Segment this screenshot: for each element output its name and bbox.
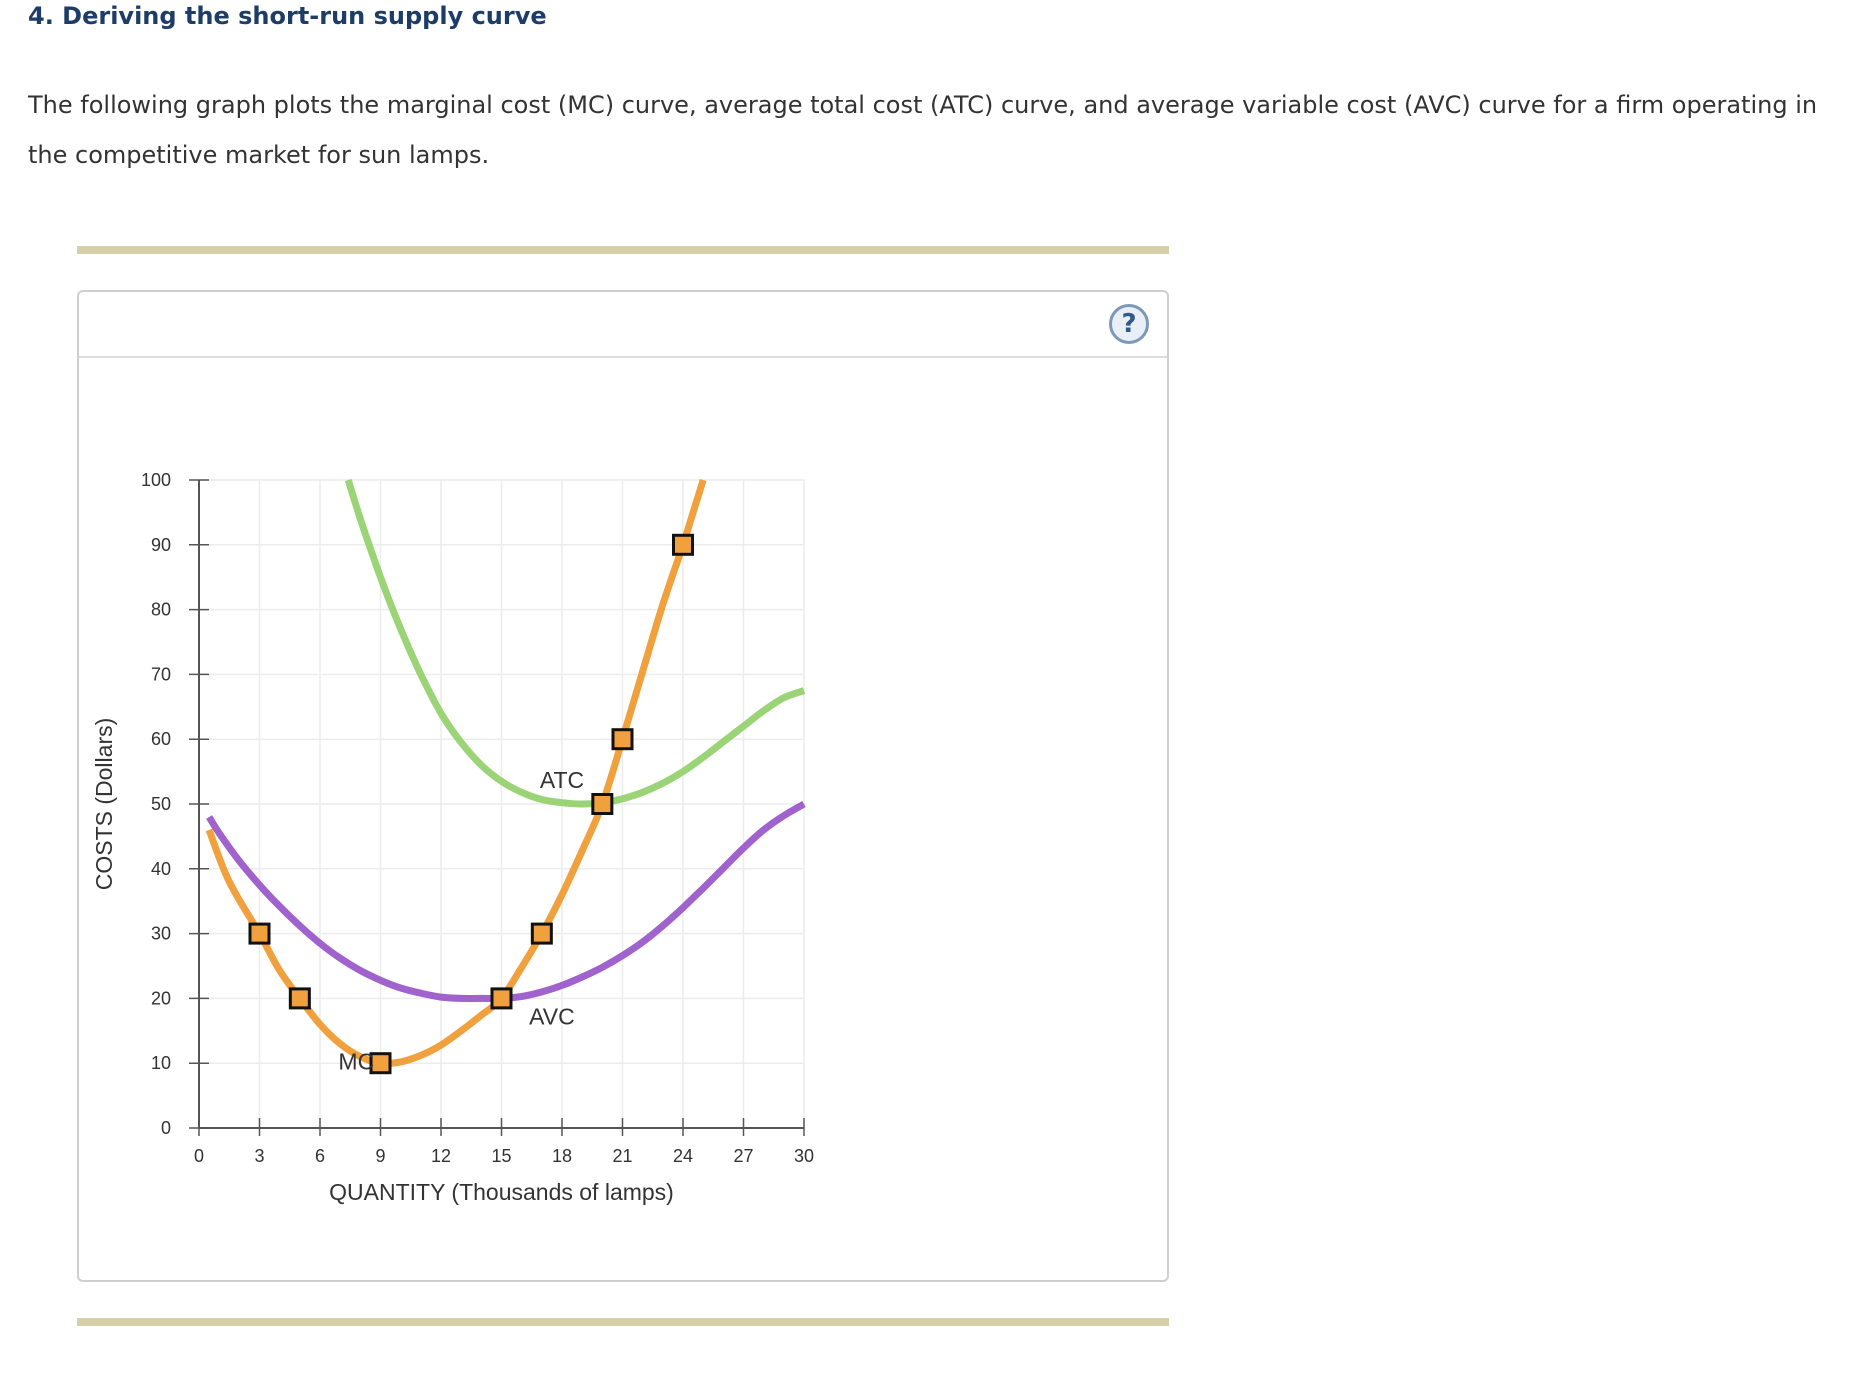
x-tick-label: 30: [794, 1146, 814, 1166]
x-tick-label: 27: [733, 1146, 753, 1166]
y-tick-label: 0: [161, 1118, 171, 1138]
chart-axes: 0 10 20 30 40 50 60 70 80 90 100 0 3 6 9 12 15 18 21 24 27 30…: [91, 470, 814, 1205]
y-tick-label: 10: [151, 1053, 171, 1073]
x-tick-label: 3: [254, 1146, 264, 1166]
y-tick-label: 90: [151, 535, 171, 555]
x-tick-label: 0: [194, 1146, 204, 1166]
mc-point-marker: [672, 533, 694, 556]
mc-curve: [205, 478, 707, 1068]
mc-point-marker: [248, 922, 271, 945]
x-tick-label: 15: [491, 1146, 511, 1166]
atc-label: ATC: [540, 767, 584, 793]
mc-point-marker: [288, 987, 311, 1010]
help-icon[interactable]: ?: [1109, 304, 1149, 344]
bottom-divider: [77, 1318, 1169, 1326]
question-heading: 4. Deriving the short-run supply curve: [28, 2, 547, 30]
chart-markers: [248, 533, 694, 1075]
y-tick-label: 80: [151, 600, 171, 620]
x-tick-label: 6: [315, 1146, 325, 1166]
mc-point-marker: [490, 987, 513, 1010]
y-axis-title: COSTS (Dollars): [91, 718, 117, 891]
x-tick-label: 24: [673, 1146, 693, 1166]
mc-point-marker: [530, 922, 553, 945]
y-tick-label: 50: [151, 794, 171, 814]
graph-panel: ? 0 10 20 30 40 50 60 70 80 90 100 0 3 6 9 12 15 18 21 24 27…: [77, 290, 1169, 1282]
top-divider: [77, 246, 1169, 254]
y-tick-label: 30: [151, 924, 171, 944]
avc-label: AVC: [529, 1003, 575, 1029]
mc-label: MC: [338, 1049, 374, 1075]
chart-curves: [205, 478, 806, 1068]
x-tick-label: 9: [375, 1146, 385, 1166]
atc-curve: [344, 478, 806, 808]
y-tick-label: 100: [141, 470, 171, 490]
chart-grid: [199, 479, 805, 1128]
x-axis-title: QUANTITY (Thousands of lamps): [329, 1179, 674, 1205]
cost-curves-chart: 0 10 20 30 40 50 60 70 80 90 100 0 3 6 9 12 15 18 21 24 27 30…: [91, 470, 814, 1205]
y-tick-label: 40: [151, 859, 171, 879]
intro-text: The following graph plots the marginal c…: [28, 91, 1818, 169]
y-tick-label: 20: [151, 988, 171, 1008]
y-tick-label: 60: [151, 729, 171, 749]
chart-labels: ATC AVC MC: [338, 767, 584, 1075]
y-tick-label: 70: [151, 664, 171, 684]
x-tick-label: 18: [552, 1146, 572, 1166]
x-tick-label: 12: [431, 1146, 451, 1166]
mc-point-marker: [369, 1052, 392, 1075]
avc-curve: [206, 800, 806, 1003]
mc-point-marker: [611, 728, 634, 751]
mc-point-marker: [591, 793, 614, 815]
x-tick-label: 21: [612, 1146, 632, 1166]
panel-header: ?: [79, 292, 1167, 358]
